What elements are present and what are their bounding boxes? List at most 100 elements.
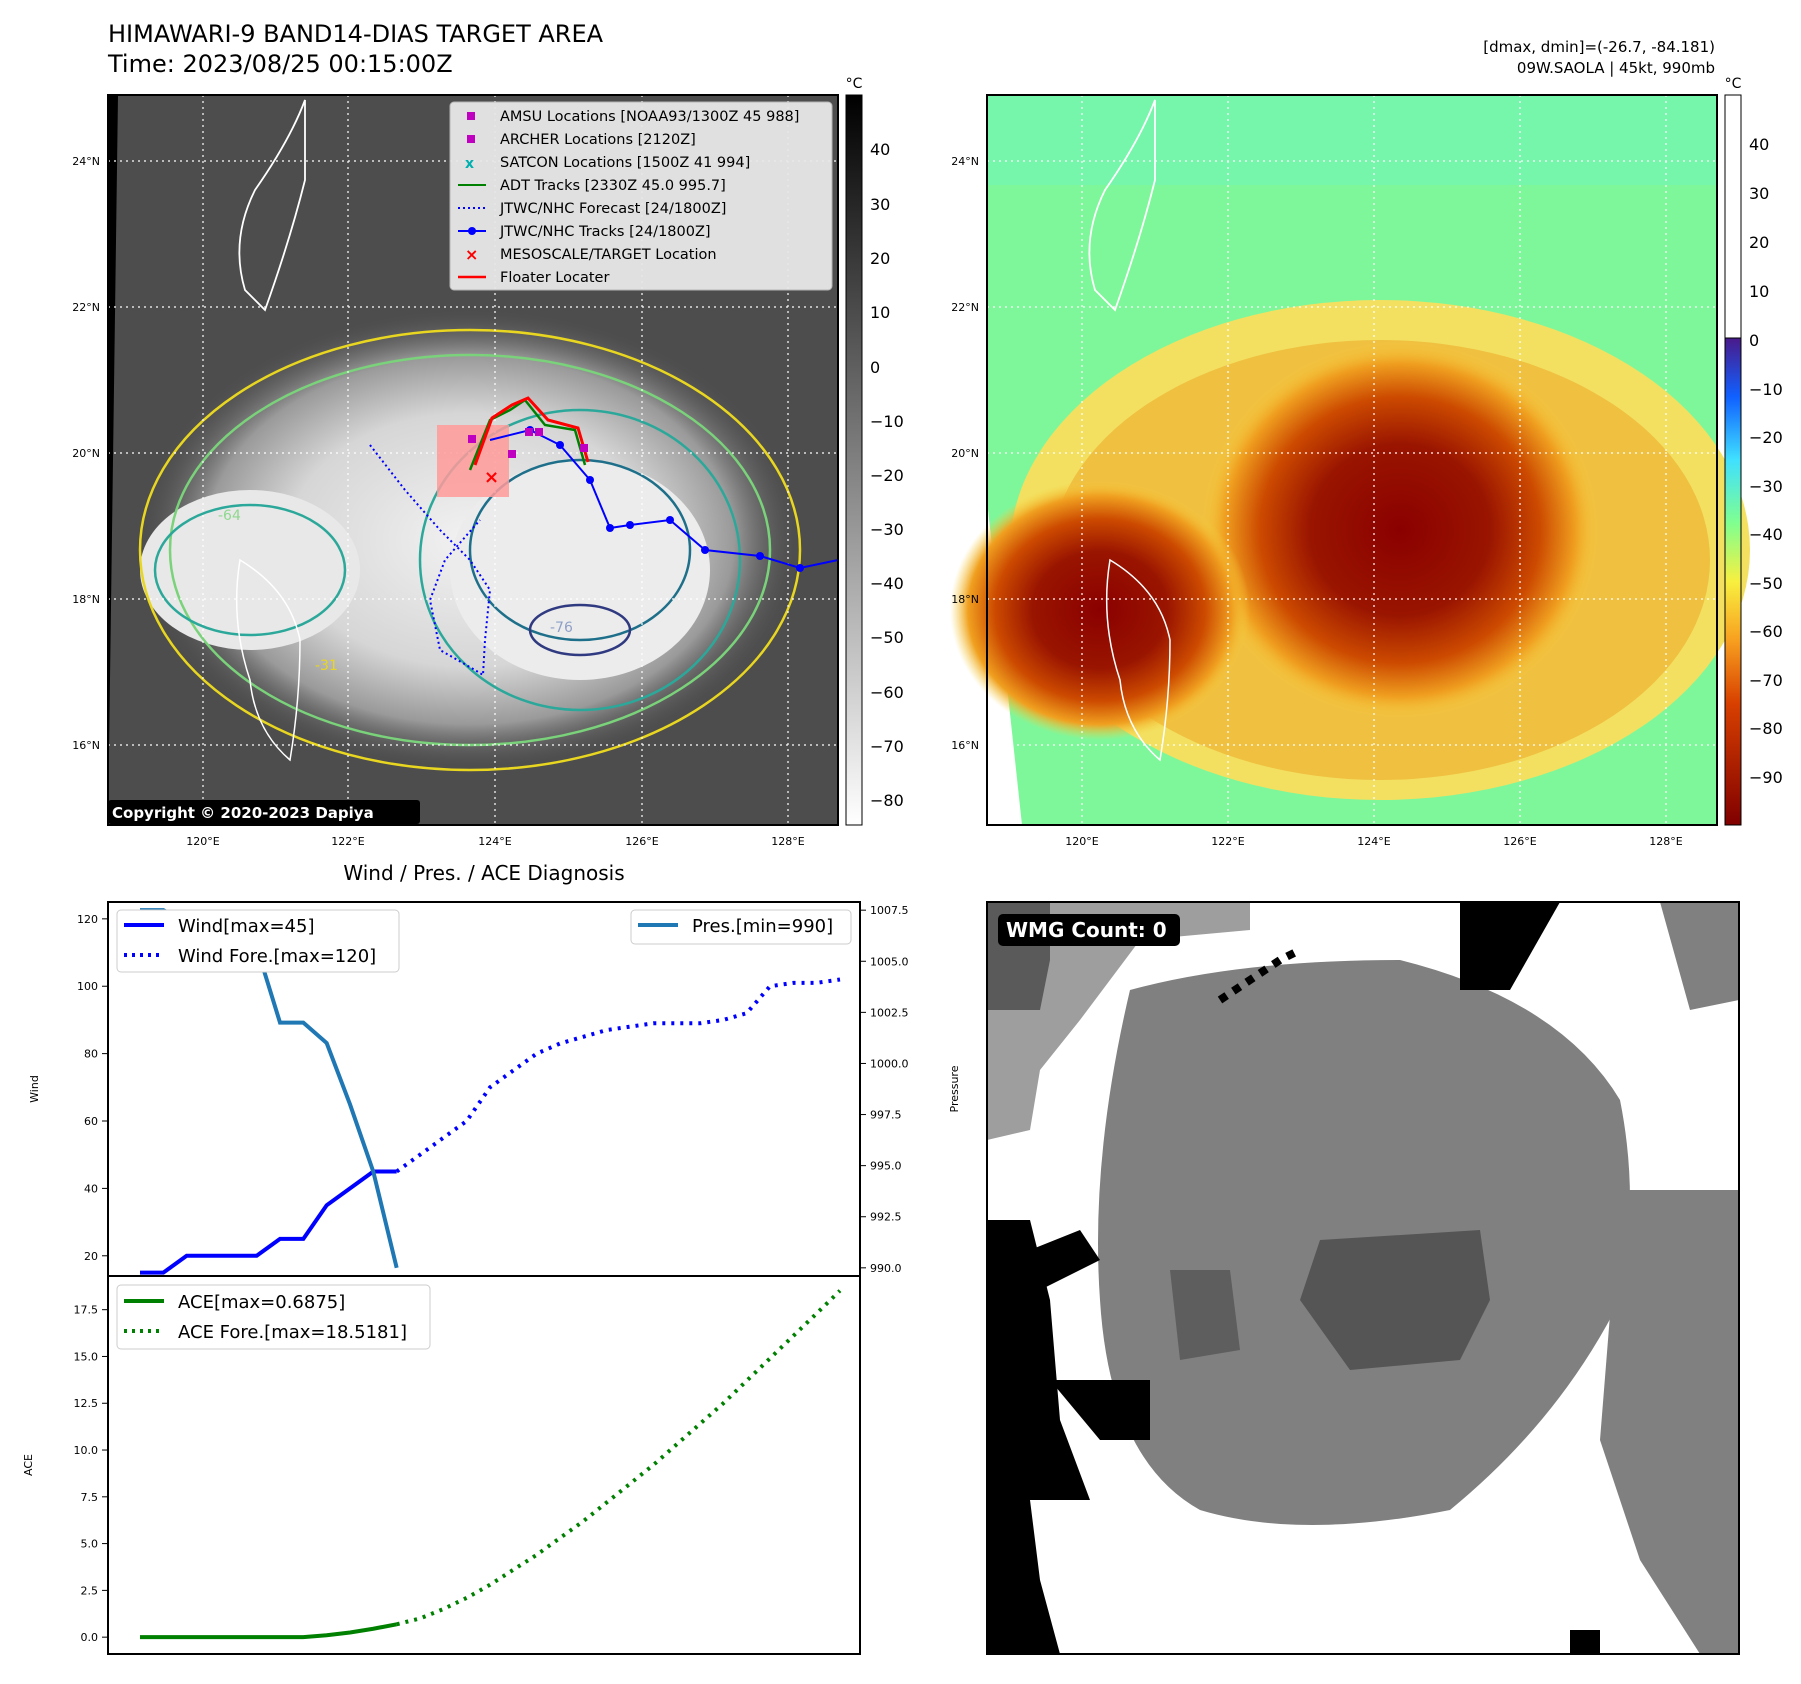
- lat-tick: 20°N: [951, 447, 979, 460]
- lat-tick: 22°N: [72, 301, 100, 314]
- enhanced-map-gridlines: [987, 95, 1717, 825]
- lon-tick: 124°E: [478, 835, 511, 848]
- legend-label: Wind Fore.[max=120]: [178, 946, 376, 967]
- pressure-ytick-label: 1002.5: [870, 1006, 909, 1019]
- colorbar-tick: 20: [1749, 233, 1769, 252]
- lat-tick: 18°N: [951, 593, 979, 606]
- pressure-ytick-label: 995.0: [870, 1160, 902, 1173]
- series-line: [140, 1622, 398, 1640]
- ir-map-panel: × -64 -76 -31 x × AMSU Locations [NOAA93…: [72, 76, 904, 848]
- contour-label: -31: [315, 658, 338, 674]
- copyright-label: Copyright © 2020-2023 Dapiya: [112, 804, 374, 822]
- ace-ytick-label: 5.0: [81, 1538, 99, 1551]
- colorbar-tick: 30: [870, 195, 890, 214]
- ace-ytick-label: 7.5: [81, 1491, 99, 1504]
- lon-tick: 122°E: [331, 835, 364, 848]
- lat-tick: 24°N: [951, 155, 979, 168]
- series-line: [395, 977, 841, 1174]
- colorbar-tick: −60: [870, 683, 904, 702]
- wmg-frame: [986, 901, 1740, 1655]
- lat-tick: 18°N: [72, 593, 100, 606]
- colorbar-tick: −70: [870, 737, 904, 756]
- colorbar-tick: 0: [1749, 331, 1759, 350]
- pressure-ytick-label: 997.5: [870, 1109, 902, 1122]
- legend-marker-archer: [467, 135, 475, 143]
- ace-ytick-label: 0.0: [81, 1631, 99, 1644]
- wind-ytick-label: 60: [84, 1115, 98, 1128]
- series-line: [140, 1169, 397, 1275]
- colorbar-tick: 10: [870, 303, 890, 322]
- ace-ytick-label: 10.0: [74, 1444, 99, 1457]
- legend-label: AMSU Locations [NOAA93/1300Z 45 988]: [500, 109, 799, 125]
- wind-ytick-label: 100: [77, 980, 98, 993]
- ir-colorbar: [845, 94, 863, 826]
- colorbar-tick: −90: [1749, 768, 1783, 787]
- colorbar-tick: −80: [1749, 719, 1783, 738]
- ace-ytick-label: 12.5: [74, 1397, 99, 1410]
- colorbar-tick: −20: [870, 466, 904, 485]
- wind-ytick-label: 40: [84, 1182, 98, 1195]
- svg-text:×: ×: [484, 467, 499, 488]
- enhanced-map-panel: 120°E 122°E 124°E 126°E 128°E 24°N 22°N …: [950, 76, 1783, 848]
- colorbar-tick: −10: [870, 412, 904, 431]
- map-legend: x × AMSU Locations [NOAA93/1300Z 45 988]…: [449, 101, 833, 291]
- ace-ytick-label: 15.0: [74, 1350, 99, 1363]
- wind-pressure-chart: Wind / Pres. / ACE Diagnosis Wind Pressu…: [28, 861, 961, 1277]
- legend-label: Wind[max=45]: [178, 916, 315, 937]
- wmg-count-label: WMG Count: 0: [1006, 918, 1167, 942]
- lon-tick: 120°E: [1065, 835, 1098, 848]
- colorbar-tick: 10: [1749, 282, 1769, 301]
- enhanced-map-frame: [986, 94, 1718, 826]
- diagnosis-title: Wind / Pres. / ACE Diagnosis: [343, 861, 624, 885]
- pressure-legend: [630, 909, 852, 945]
- pressure-ytick-label: 992.5: [870, 1211, 902, 1224]
- wind-ytick-label: 120: [77, 913, 98, 926]
- colorbar-tick: −40: [1749, 525, 1783, 544]
- colorbar-tick: −30: [870, 520, 904, 539]
- legend-label: ACE Fore.[max=18.5181]: [178, 1322, 407, 1343]
- colorbar-tick: 0: [870, 358, 880, 377]
- floater-track: [473, 396, 590, 466]
- wind-legend: [116, 909, 400, 973]
- wind-axis-label: Wind: [28, 1075, 41, 1103]
- colorbar-tick: −60: [1749, 622, 1783, 641]
- jtwc-forecast-track: [369, 444, 492, 677]
- colorbar-unit: °C: [1725, 76, 1742, 92]
- lat-tick: 24°N: [72, 155, 100, 168]
- legend-label: SATCON Locations [1500Z 41 994]: [500, 155, 750, 171]
- colorbar-tick: −80: [870, 791, 904, 810]
- contour-label: -76: [550, 620, 573, 636]
- legend-label: JTWC/NHC Forecast [24/1800Z]: [499, 201, 726, 217]
- legend-label: Pres.[min=990]: [692, 916, 833, 937]
- colorbar-tick: 20: [870, 249, 890, 268]
- lat-tick: 16°N: [951, 739, 979, 752]
- colorbar-tick: −40: [870, 574, 904, 593]
- lat-tick: 20°N: [72, 447, 100, 460]
- ace-ytick-label: 2.5: [81, 1584, 99, 1597]
- colorbar-tick: −70: [1749, 671, 1783, 690]
- lon-tick: 128°E: [771, 835, 804, 848]
- ace-axis-label: ACE: [22, 1454, 35, 1476]
- ir-map-frame: [107, 94, 839, 826]
- storm-info: 09W.SAOLA | 45kt, 990mb: [1516, 59, 1715, 77]
- figure-time: Time: 2023/08/25 00:15:00Z: [108, 50, 453, 78]
- pressure-ytick-label: 1000.0: [870, 1057, 909, 1070]
- colorbar-tick: −30: [1749, 477, 1783, 496]
- ace-chart: ACE 17.5 15.0 12.5 10.0 7.5 5.0 2.5 0.0 ACE[max…: [22, 1275, 861, 1655]
- taiwan-coastline: [238, 99, 306, 312]
- wind-ytick-label: 80: [84, 1048, 98, 1061]
- luzon-coastline: [235, 558, 301, 762]
- ace-legend: [116, 1284, 431, 1350]
- lon-tick: 124°E: [1357, 835, 1390, 848]
- lat-tick: 22°N: [951, 301, 979, 314]
- colorbar-tick: 30: [1749, 184, 1769, 203]
- legend-label: ARCHER Locations [2120Z]: [500, 132, 696, 148]
- dmax-dmin-readout: [dmax, dmin]=(-26.7, -84.181): [1483, 38, 1715, 56]
- lon-tick: 126°E: [625, 835, 658, 848]
- lon-tick: 128°E: [1649, 835, 1682, 848]
- figure-title: HIMAWARI-9 BAND14-DIAS TARGET AREA: [108, 20, 604, 48]
- legend-label: Floater Locater: [500, 270, 609, 286]
- lon-tick: 122°E: [1211, 835, 1244, 848]
- lon-tick: 120°E: [186, 835, 219, 848]
